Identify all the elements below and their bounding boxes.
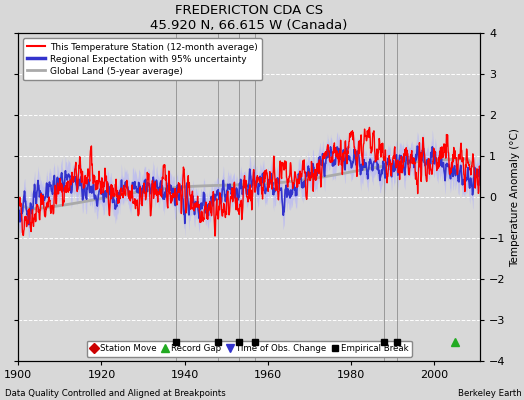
Legend: Station Move, Record Gap, Time of Obs. Change, Empirical Break: Station Move, Record Gap, Time of Obs. C… <box>87 341 412 356</box>
Text: Data Quality Controlled and Aligned at Breakpoints: Data Quality Controlled and Aligned at B… <box>5 389 226 398</box>
Y-axis label: Temperature Anomaly (°C): Temperature Anomaly (°C) <box>510 128 520 266</box>
Title: FREDERICTON CDA CS
45.920 N, 66.615 W (Canada): FREDERICTON CDA CS 45.920 N, 66.615 W (C… <box>150 4 348 32</box>
Text: Berkeley Earth: Berkeley Earth <box>457 389 521 398</box>
